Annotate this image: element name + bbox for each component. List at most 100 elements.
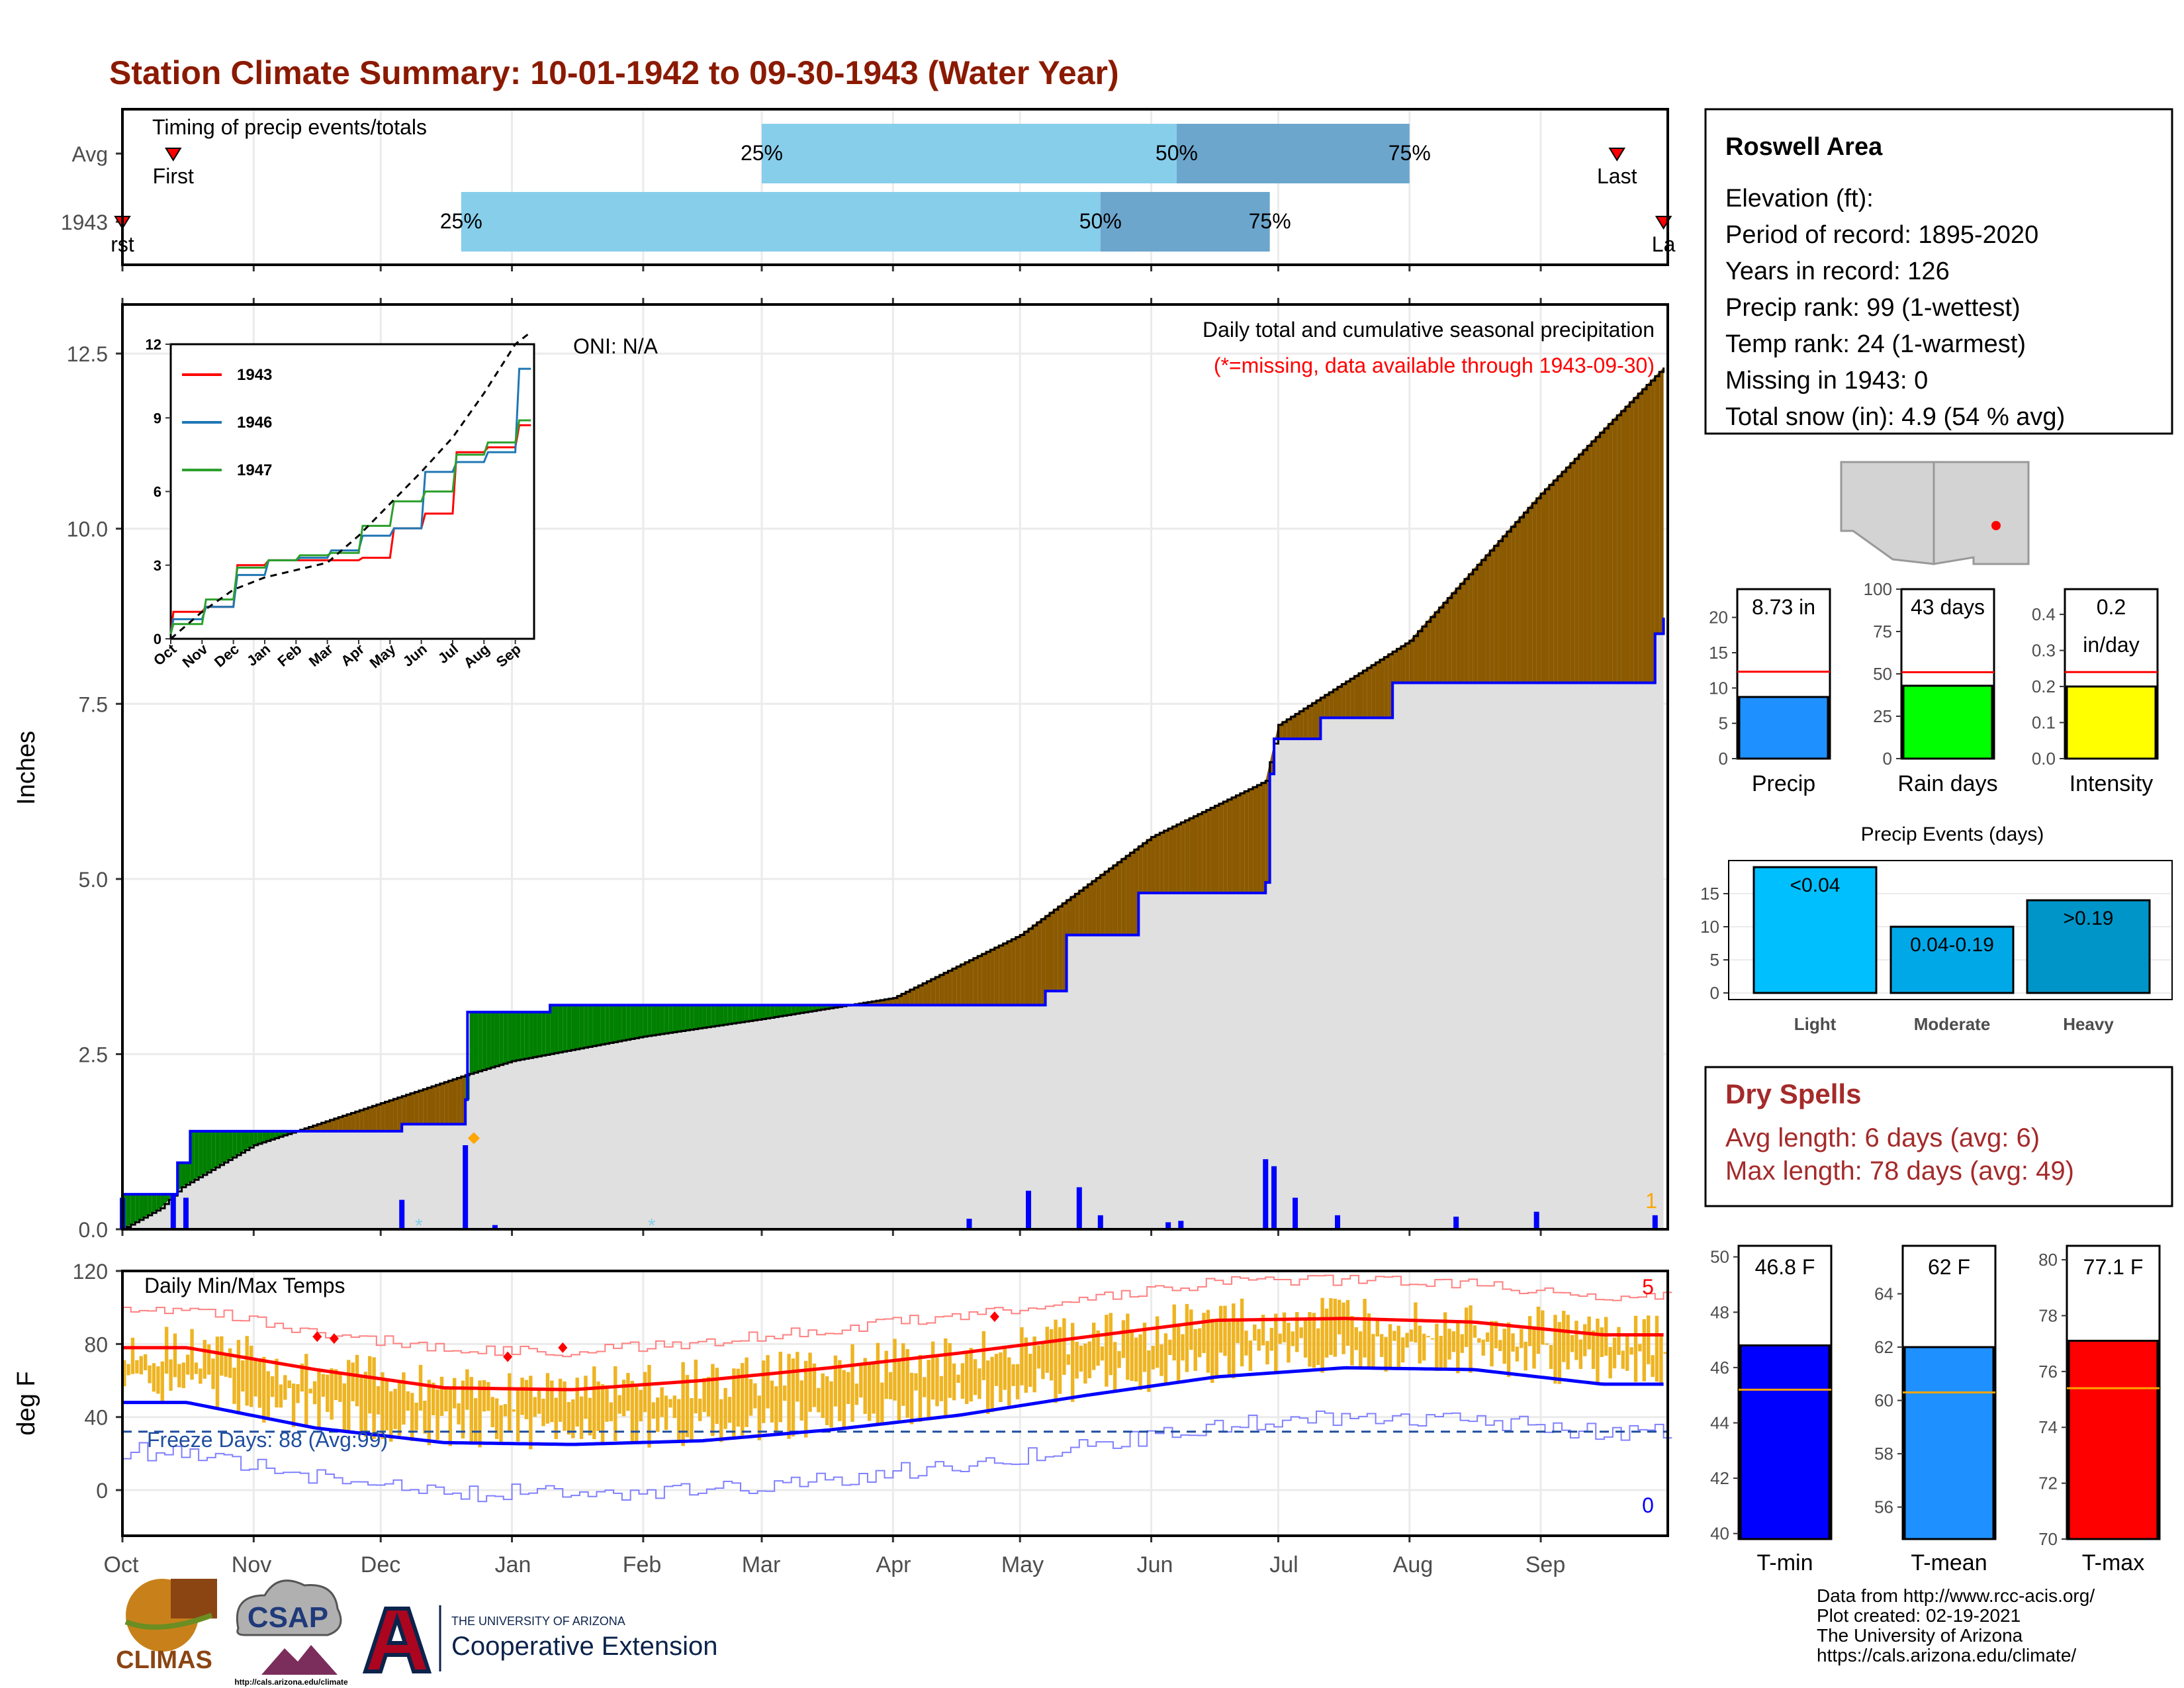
last-event-label: Last (1597, 164, 1637, 188)
temp-y-axis-title: deg F (13, 1371, 40, 1435)
precip-anomaly-segment (558, 1005, 563, 1053)
daily-temp-bar (944, 1338, 948, 1418)
station-info-line: Elevation (ft): (1725, 185, 1874, 212)
precip-anomaly-segment (211, 1131, 216, 1170)
precip-anomaly-segment (1032, 922, 1037, 1006)
daily-temp-bar (1176, 1326, 1181, 1383)
daily-temp-bar (854, 1383, 859, 1405)
inset-ytick-label: 3 (154, 557, 161, 574)
mini-bar-value-unit: in/day (2083, 633, 2139, 657)
precip-y-axis-title: Inches (13, 731, 40, 805)
daily-temp-bar (1511, 1333, 1515, 1352)
daily-temp-bar (859, 1364, 863, 1398)
daily-temp-bar (1121, 1320, 1126, 1358)
timing-q1-bar (461, 192, 1101, 252)
temp-bar-tick-label: 58 (1874, 1444, 1893, 1464)
precip-anomaly-segment (579, 1005, 584, 1049)
footer-info-line: The University of Arizona (1817, 1625, 2023, 1646)
precip-anomaly-segment (148, 1194, 152, 1215)
daily-precip-bar (1263, 1159, 1269, 1229)
daily-precip-bar (463, 1145, 469, 1229)
precip-anomaly-segment (1223, 799, 1228, 893)
timing-q2-bar (1100, 192, 1270, 252)
precip-anomaly-segment (389, 1099, 394, 1131)
dry-spells-title: Dry Spells (1725, 1078, 1861, 1109)
precip-anomaly-segment (224, 1131, 228, 1163)
daily-temp-bar (1223, 1305, 1227, 1356)
daily-temp-bar (1439, 1335, 1443, 1371)
record-high-marker (312, 1331, 322, 1342)
dry-spells-box (1704, 1066, 2173, 1207)
daily-temp-bar (719, 1399, 723, 1442)
daily-temp-bar (270, 1376, 275, 1397)
precip-anomaly-segment (1181, 820, 1185, 893)
daily-temp-bar (199, 1368, 203, 1384)
precip-ytick-label: 5.0 (79, 868, 108, 892)
precip-anomaly-segment (711, 1005, 715, 1027)
daily-temp-bar (745, 1357, 749, 1427)
daily-temp-bar (1490, 1321, 1494, 1367)
daily-temp-bar (1003, 1345, 1007, 1390)
daily-temp-bar (372, 1357, 376, 1439)
precip-event-category: Heavy (2063, 1014, 2114, 1034)
daily-temp-bar (1130, 1329, 1134, 1382)
daily-temp-bar (1443, 1312, 1447, 1370)
precip-anomaly-segment (503, 1011, 508, 1064)
daily-temp-bar (931, 1341, 935, 1400)
daily-temp-bar (1621, 1350, 1625, 1369)
daily-temp-bar (228, 1348, 232, 1378)
daily-temp-bar (863, 1358, 867, 1414)
daily-temp-bar (1591, 1331, 1596, 1370)
station-info-line: Missing in 1943: 0 (1725, 367, 1928, 395)
temp-bar-value (2068, 1339, 2159, 1540)
daily-temp-bar (283, 1375, 287, 1400)
daily-temp-bar (1282, 1312, 1287, 1342)
precip-anomaly-segment (334, 1117, 339, 1131)
temp-bar-tick-label: 62 (1874, 1337, 1893, 1357)
mini-bar-tick-label: 25 (1873, 706, 1892, 726)
footer-info-line: https://cals.arizona.edu/climate/ (1817, 1645, 2076, 1665)
daily-temp-bar (1414, 1302, 1418, 1343)
daily-temp-bar (296, 1383, 300, 1403)
precip-anomaly-segment (537, 1011, 542, 1056)
precip-anomaly-segment (232, 1131, 237, 1158)
precip-anomaly-segment (584, 1005, 588, 1048)
daily-temp-bar (973, 1359, 978, 1395)
precip-anomaly-segment (803, 1005, 809, 1013)
daily-temp-bar (715, 1368, 719, 1425)
daily-temp-bar (169, 1359, 173, 1391)
daily-temp-bar (1257, 1329, 1261, 1351)
daily-temp-bar (224, 1354, 228, 1377)
daily-temp-bar (490, 1397, 494, 1427)
precip-anomaly-segment (1338, 684, 1342, 718)
precip-anomaly-segment (1075, 890, 1079, 935)
daily-temp-bar (782, 1385, 787, 1401)
temp-ytick-label: 80 (84, 1333, 108, 1356)
precip-anomaly-segment (1185, 818, 1190, 893)
precip-anomaly-segment (410, 1092, 415, 1125)
precip-anomaly-segment (757, 1005, 762, 1020)
daily-temp-bar (732, 1368, 736, 1437)
daily-temp-bar (1218, 1305, 1223, 1353)
csap-url-text: http://cals.arizona.edu/climate (234, 1677, 348, 1687)
station-info-line: Period of record: 1895-2020 (1725, 221, 2038, 249)
daily-temp-bar (1451, 1331, 1456, 1352)
daily-temp-bar (1392, 1331, 1396, 1341)
station-info-line: Years in record: 126 (1725, 258, 1950, 285)
daily-temp-bar (872, 1362, 876, 1414)
timing-q1-bar (761, 124, 1177, 183)
precip-anomaly-segment (1054, 906, 1058, 992)
precip-anomaly-segment (406, 1093, 411, 1125)
daily-temp-bar (1477, 1338, 1481, 1343)
inset-avg-line (170, 331, 532, 640)
precip-anomaly-segment (181, 1162, 186, 1188)
daily-temp-bar (1329, 1298, 1333, 1355)
daily-temp-bar (1015, 1364, 1020, 1399)
daily-temp-bar (986, 1360, 990, 1415)
precip-anomaly-segment (909, 987, 915, 1006)
daily-temp-bar (1248, 1340, 1253, 1371)
precip-anomaly-segment (626, 1005, 631, 1040)
precip-anomaly-segment (448, 1079, 453, 1125)
record-high-line (122, 1274, 1672, 1358)
daily-temp-bar (266, 1371, 270, 1420)
